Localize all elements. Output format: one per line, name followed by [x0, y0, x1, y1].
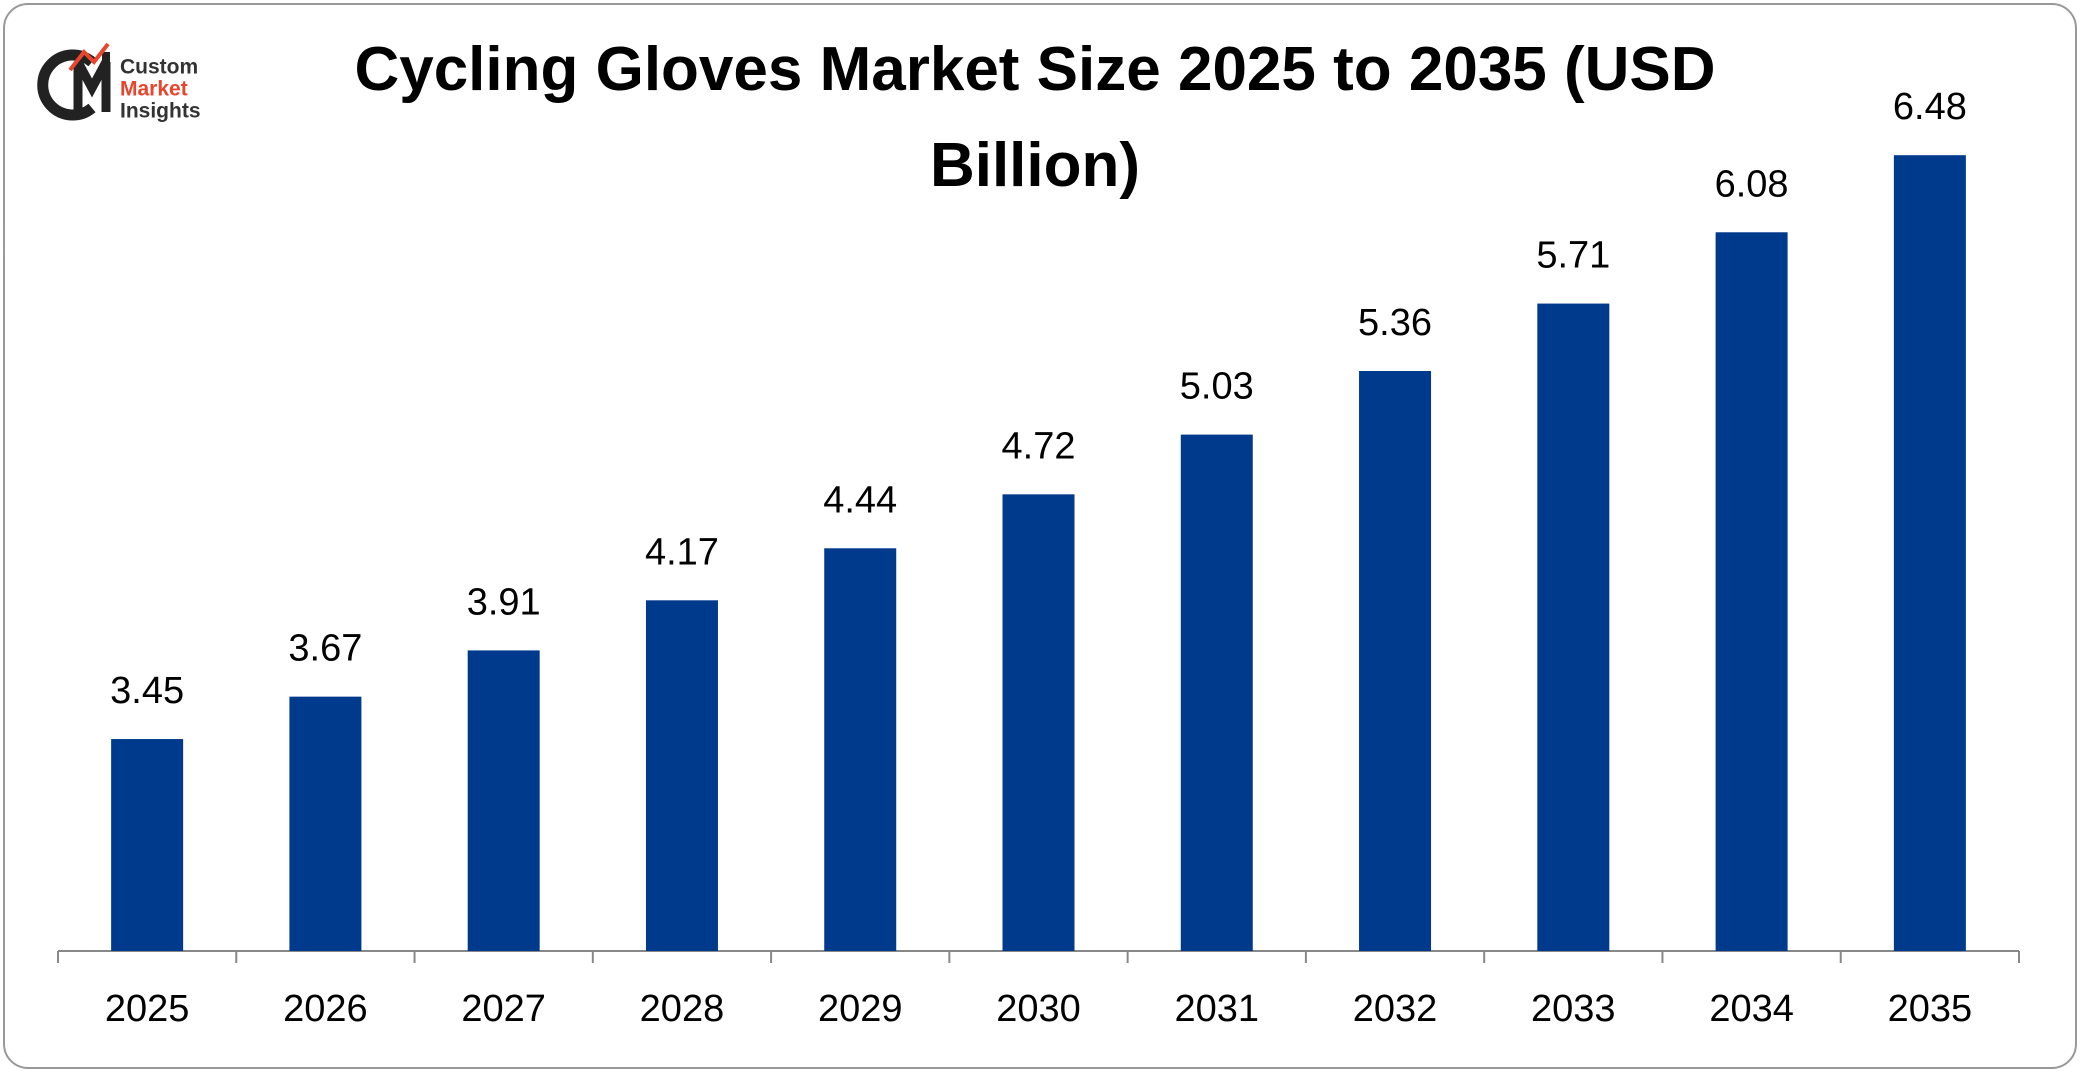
x-tick-label: 2025: [105, 988, 190, 1030]
value-label: 6.08: [1715, 163, 1789, 205]
x-tick-label: 2028: [640, 988, 725, 1030]
x-tick-label: 2026: [283, 988, 368, 1030]
x-tick-label: 2030: [996, 988, 1081, 1030]
value-label: 3.45: [110, 670, 184, 712]
value-label: 5.03: [1180, 366, 1254, 408]
logo-text: Custom: [120, 56, 198, 79]
x-tick-label: 2034: [1709, 988, 1794, 1030]
value-label: 3.67: [288, 628, 362, 670]
logo-arrow: [68, 42, 110, 72]
value-label: 4.17: [645, 531, 719, 573]
logo-text: Insights: [120, 100, 201, 123]
bar: [1893, 155, 1966, 951]
bar: [111, 739, 184, 951]
logo-i: [102, 52, 110, 112]
bar: [824, 548, 897, 951]
bar: [645, 600, 718, 951]
bar: [1715, 232, 1788, 951]
logo-text: Market: [120, 78, 188, 101]
bar: [1180, 434, 1253, 951]
bar: [1537, 303, 1610, 951]
value-label: 6.48: [1893, 86, 1967, 128]
x-tick-label: 2033: [1531, 988, 1616, 1030]
logo-c: [37, 49, 96, 121]
x-tick-label: 2027: [461, 988, 546, 1030]
bar: [1002, 494, 1075, 951]
bar: [1359, 371, 1432, 951]
bar: [289, 696, 362, 951]
value-label: 4.44: [823, 479, 897, 521]
bar: [467, 650, 540, 951]
chart-title: Cycling Gloves Market Size 2025 to 2035 …: [354, 35, 1716, 200]
value-label: 5.71: [1536, 235, 1610, 277]
x-tick-label: 2031: [1174, 988, 1259, 1030]
value-label: 4.72: [1002, 425, 1076, 467]
value-label: 3.91: [467, 581, 541, 623]
x-tick-label: 2029: [818, 988, 903, 1030]
value-label: 5.36: [1358, 302, 1432, 344]
x-tick-label: 2032: [1353, 988, 1438, 1030]
x-tick-label: 2035: [1888, 988, 1973, 1030]
logo: Custom Market Insights: [37, 42, 201, 123]
